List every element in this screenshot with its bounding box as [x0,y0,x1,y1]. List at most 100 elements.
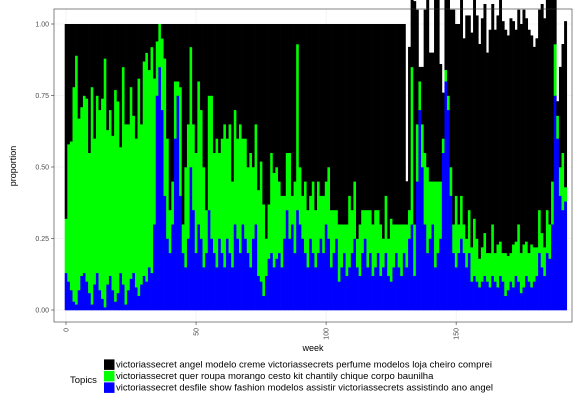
bar-segment-series-1 [186,238,190,311]
bar-segment-series-1 [238,252,242,311]
bar-segment-series-2 [449,167,453,196]
bar-segment-series-1 [231,267,235,311]
bar-segment-series-2 [306,209,310,268]
bar-segment-series-2 [101,98,105,299]
bar-segment-series-2 [350,209,354,254]
bar-segment-series-2 [184,167,188,268]
bar-segment-series-1 [296,209,300,311]
bar-segment-series-3 [371,24,375,225]
bar-segment-series-2 [127,124,131,291]
bar-segment-series-3 [199,24,203,111]
bar-segment-series-2 [387,238,391,276]
bar-segment-series-2 [470,247,474,282]
bar-segment-series-3 [95,24,99,96]
bar-segment-series-2 [317,181,320,254]
bar-segment-series-3 [501,21,505,254]
bar-segment-series-1 [75,304,79,311]
bar-segment-series-1 [142,275,146,311]
bar-segment-series-1 [434,267,437,311]
y-tick-label: 0.50 [35,165,49,172]
bar-segment-series-3 [488,29,492,254]
bar-segment-series-1 [311,252,315,311]
bar-segment-series-3 [202,24,206,168]
bar-segment-series-3 [233,24,237,111]
bar-segment-series-3 [210,24,214,96]
bar-segment-series-3 [408,46,411,211]
bar-segment-series-2 [262,204,266,296]
bar-segment-series-2 [254,124,258,225]
bar-segment-series-3 [236,24,240,139]
bar-segment-series-3 [241,24,245,139]
bar-segment-series-1 [290,224,294,311]
bar-segment-series-1 [449,195,453,311]
bar-segment-series-1 [397,267,401,311]
bar-segment-series-2 [475,238,479,282]
bar-segment-series-3 [106,24,110,131]
bar-segment-series-3 [309,24,313,196]
bar-segment-series-1 [330,267,333,311]
bar-segment-series-3 [447,0,450,96]
bar-segment-series-2 [418,81,422,111]
bar-segment-series-2 [106,129,110,285]
bar-segment-series-3 [543,18,547,248]
bar-segment-series-3 [80,24,84,108]
bar-segment-series-3 [153,24,157,79]
bar-segment-series-3 [166,24,170,139]
bar-segment-series-3 [285,24,289,153]
bar-segment-series-2 [345,224,349,276]
bar-segment-series-1 [140,284,144,311]
bar-segment-series-3 [356,24,359,239]
bar-segment-series-1 [551,224,555,311]
bar-segment-series-1 [491,275,495,311]
bar-segment-series-1 [176,95,180,311]
bar-segment-series-3 [194,24,198,153]
bar-segment-series-2 [423,152,427,225]
bar-segment-series-3 [366,24,370,211]
bar-segment-series-2 [486,252,490,282]
bar-segment-series-1 [319,238,323,311]
bar-segment-series-1 [525,275,529,311]
bar-segment-series-3 [358,24,362,225]
bar-segment-series-1 [283,238,287,311]
bar-segment-series-3 [67,24,71,145]
bar-segment-series-3 [517,9,521,225]
bar-segment-series-1 [241,224,245,311]
bar-segment-series-1 [348,267,352,311]
bar-segment-series-3 [88,24,92,153]
bar-segment-series-1 [335,238,339,311]
bar-segment-series-3 [509,18,513,254]
bar-segment-series-3 [264,24,268,239]
bar-segment-series-2 [293,181,297,254]
bar-segment-series-1 [225,238,229,311]
bar-segment-series-1 [285,209,289,311]
bar-segment-series-3 [298,24,302,168]
bar-segment-series-1 [306,267,310,311]
bar-segment-series-1 [519,292,523,311]
bar-segment-series-3 [335,24,339,211]
bar-segment-series-1 [496,287,500,311]
bar-segment-series-3 [514,29,518,242]
bar-segment-series-2 [376,209,380,254]
bar-segment-series-1 [158,66,162,311]
bar-segment-series-2 [244,138,248,239]
bar-segment-series-2 [223,124,227,268]
bar-segment-series-2 [545,209,549,254]
bar-segment-series-1 [116,292,120,311]
bar-segment-series-1 [376,252,380,311]
bar-segment-series-1 [509,281,513,311]
bar-segment-series-2 [444,69,448,82]
bar-segment-series-1 [543,275,547,311]
bar-segment-series-3 [558,66,562,168]
bar-segment-series-1 [218,238,222,311]
bar-segment-series-2 [348,195,352,268]
bar-segment-series-3 [441,92,445,139]
bar-segment-series-1 [254,224,258,311]
bar-segment-series-3 [231,24,235,182]
bar-segment-series-2 [538,209,542,254]
legend-title: Topics [70,375,97,386]
legend-label: victoriassecret angel modelo creme victo… [116,360,492,371]
bar-segment-series-1 [486,281,490,311]
legend: Topics victoriassecret angel modelo crem… [70,359,493,394]
bar-segment-series-1 [387,275,391,311]
bar-segment-series-1 [392,267,396,311]
